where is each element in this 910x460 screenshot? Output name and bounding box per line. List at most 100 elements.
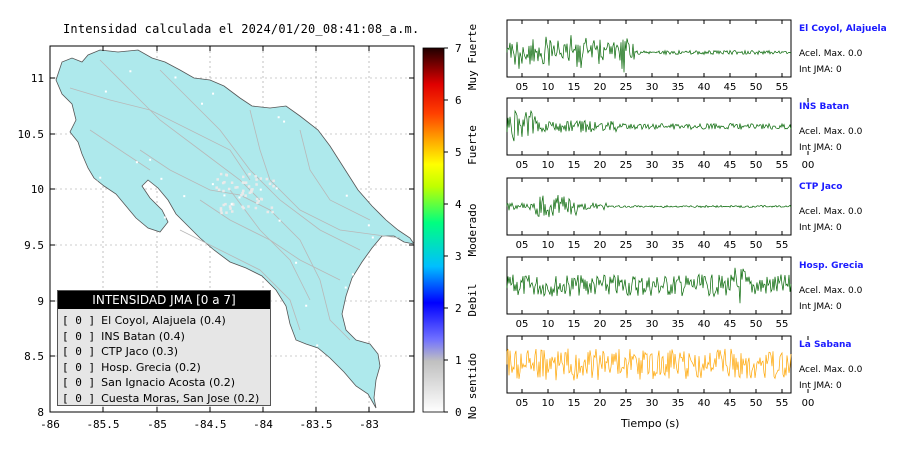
waveform-tick-label: 35: [672, 398, 685, 409]
station-dot: [265, 177, 269, 181]
waveform-tick-label: 25: [620, 240, 633, 251]
station-dot: [247, 205, 250, 208]
waveform-trace: [506, 35, 792, 73]
station-dot: [259, 197, 263, 201]
station-dot: [255, 197, 259, 201]
station-dot: [240, 194, 243, 197]
legend-item: [ 0 ] INS Batan (0.4): [62, 329, 270, 345]
legend-item-level: [ 0 ]: [62, 314, 96, 327]
waveform-trace: [506, 267, 792, 304]
waveform-trace: [506, 194, 792, 218]
waveform-tick-label: 40: [698, 240, 711, 251]
station-dot: [211, 183, 214, 186]
station-name: INS Batan: [799, 102, 850, 112]
station-dot: [229, 207, 232, 210]
waveform-tick-label: 40: [698, 398, 711, 409]
station-max-accel: Acel. Max. 0.0: [799, 286, 863, 296]
station-dot: [220, 211, 223, 215]
station-dot: [219, 207, 223, 210]
station-dot: [88, 250, 91, 253]
station-dot: [272, 179, 275, 183]
map-y-tick-label: 8.5: [24, 350, 44, 363]
waveform-panel: 05 10 15 20 25 30 35 40 45 50 55: [506, 256, 792, 330]
station-dot: [270, 318, 273, 321]
legend-item-label: CTP Jaco (0.3): [101, 345, 178, 358]
legend-list: [ 0 ] El Coyol, Alajuela (0.4) [ 0 ] INS Ba…: [58, 309, 270, 406]
colorbar-category-label: No sentido: [466, 353, 479, 419]
station-dot: [271, 210, 274, 214]
map-y-tick-label: 9.5: [24, 239, 44, 252]
waveform-tick-label: 05: [516, 82, 529, 93]
station-dot: [223, 180, 226, 184]
station-dot: [283, 120, 286, 123]
waveform-tick-label: 10: [542, 240, 555, 251]
legend-item-level: [ 0 ]: [62, 360, 96, 374]
colorbar-labels: No sentido Debil Moderado Fuerte Muy Fuerte: [466, 24, 479, 419]
station-dot: [247, 185, 251, 188]
station-jma-intensity: Int JMA: 0: [799, 143, 842, 153]
station-dot: [90, 186, 93, 189]
page-title: Intensidad calculada el 2024/01/20_08:41…: [63, 22, 420, 36]
station-dot: [225, 211, 228, 214]
station-dot: [242, 206, 245, 210]
legend-item-label: San Ignacio Acosta (0.2): [101, 376, 236, 389]
colorbar-tick-label: 5: [455, 146, 462, 159]
waveform-tick-label: 10: [542, 398, 555, 409]
station-dot: [242, 189, 245, 193]
map-y-tick-label: 10: [31, 183, 44, 196]
station-dot: [254, 175, 257, 178]
station-dot: [241, 181, 245, 184]
station-dot: [135, 161, 138, 164]
station-dot: [230, 181, 234, 184]
legend-item-label: Cuesta Moras, San Jose (0.2): [101, 391, 260, 405]
station-dot: [267, 95, 270, 98]
waveform-trace: [506, 348, 792, 381]
colorbar-category-label: Moderado: [466, 204, 479, 257]
station-dot: [229, 280, 232, 283]
waveform-tick-label: 25: [620, 82, 633, 93]
waveform-tick-label: 05: [516, 160, 529, 171]
waveform-tick-label: 40: [698, 319, 711, 330]
waveform-tick-label: 10: [542, 160, 555, 171]
map-x-tick-label: -85: [147, 418, 167, 431]
waveform-tick-label: 30: [646, 398, 659, 409]
station-dot: [241, 191, 244, 195]
waveform-tick-label: 15: [568, 240, 581, 251]
waveform-panel: 05 10 15 20 25 30 35 40 45 50 55 00: [506, 335, 814, 409]
station-dot: [259, 188, 262, 191]
waveform-tick-label: 35: [672, 160, 685, 171]
station-dot: [351, 273, 354, 276]
station-max-accel: Acel. Max. 0.0: [799, 365, 863, 375]
colorbar-tick-label: 6: [455, 94, 462, 107]
waveform-tick-label: 50: [750, 240, 763, 251]
station-dot: [317, 110, 320, 113]
station-dot: [135, 267, 138, 270]
waveform-tick-label: 30: [646, 319, 659, 330]
station-name: Hosp. Grecia: [799, 261, 864, 271]
station-jma-intensity: Int JMA: 0: [799, 223, 842, 233]
waveform-tick-label: 55: [776, 240, 789, 251]
waveform-trace: [506, 109, 792, 142]
station-dot: [149, 158, 152, 161]
waveform-tick-label: 10: [542, 319, 555, 330]
waveform-tick-label: 50: [750, 160, 763, 171]
station-dot: [163, 216, 166, 219]
station-dot: [236, 186, 239, 189]
legend-header: INTENSIDAD JMA [0 a 7]: [58, 291, 270, 309]
costa-rica-land: [55, 49, 415, 409]
station-dot: [230, 203, 233, 206]
station-dot: [129, 70, 132, 73]
station-dot: [174, 76, 177, 79]
waveform-tick-label: 50: [750, 82, 763, 93]
map-y-tick-label: 9: [37, 295, 44, 308]
station-dot: [223, 194, 226, 197]
map-x-tick-label: -83: [359, 418, 379, 431]
waveform-tick-label: 15: [568, 82, 581, 93]
station-dot: [227, 187, 231, 191]
station-dot: [272, 184, 275, 188]
station-jma-intensity: Int JMA: 0: [799, 381, 842, 391]
waveform-x-label: Tiempo (s): [621, 417, 680, 430]
waveform-tick-label: 05: [516, 319, 529, 330]
colorbar-tick-label: 1: [455, 354, 462, 367]
